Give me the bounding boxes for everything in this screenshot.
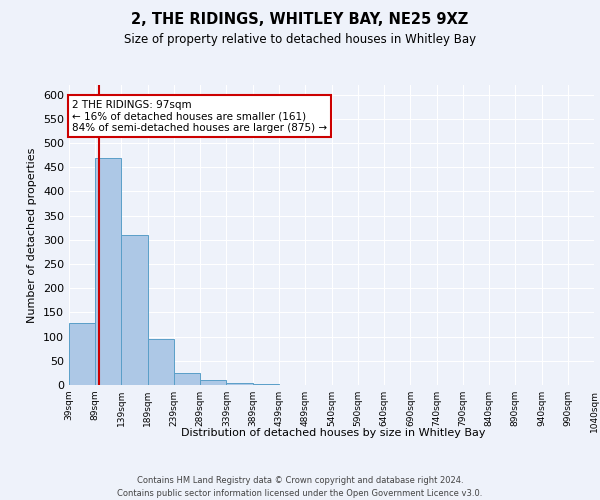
Y-axis label: Number of detached properties: Number of detached properties [28,148,37,322]
Bar [226,382,253,385]
Bar [253,384,279,385]
Text: Size of property relative to detached houses in Whitley Bay: Size of property relative to detached ho… [124,32,476,46]
Text: Distribution of detached houses by size in Whitley Bay: Distribution of detached houses by size … [181,428,485,438]
Bar [69,323,95,385]
Text: 2, THE RIDINGS, WHITLEY BAY, NE25 9XZ: 2, THE RIDINGS, WHITLEY BAY, NE25 9XZ [131,12,469,28]
Bar [174,373,200,385]
Text: 2 THE RIDINGS: 97sqm
← 16% of detached houses are smaller (161)
84% of semi-deta: 2 THE RIDINGS: 97sqm ← 16% of detached h… [72,100,327,132]
Bar [95,158,121,385]
Bar [121,235,148,385]
Bar [148,339,174,385]
Text: Contains public sector information licensed under the Open Government Licence v3: Contains public sector information licen… [118,489,482,498]
Text: Contains HM Land Registry data © Crown copyright and database right 2024.: Contains HM Land Registry data © Crown c… [137,476,463,485]
Bar [200,380,226,385]
